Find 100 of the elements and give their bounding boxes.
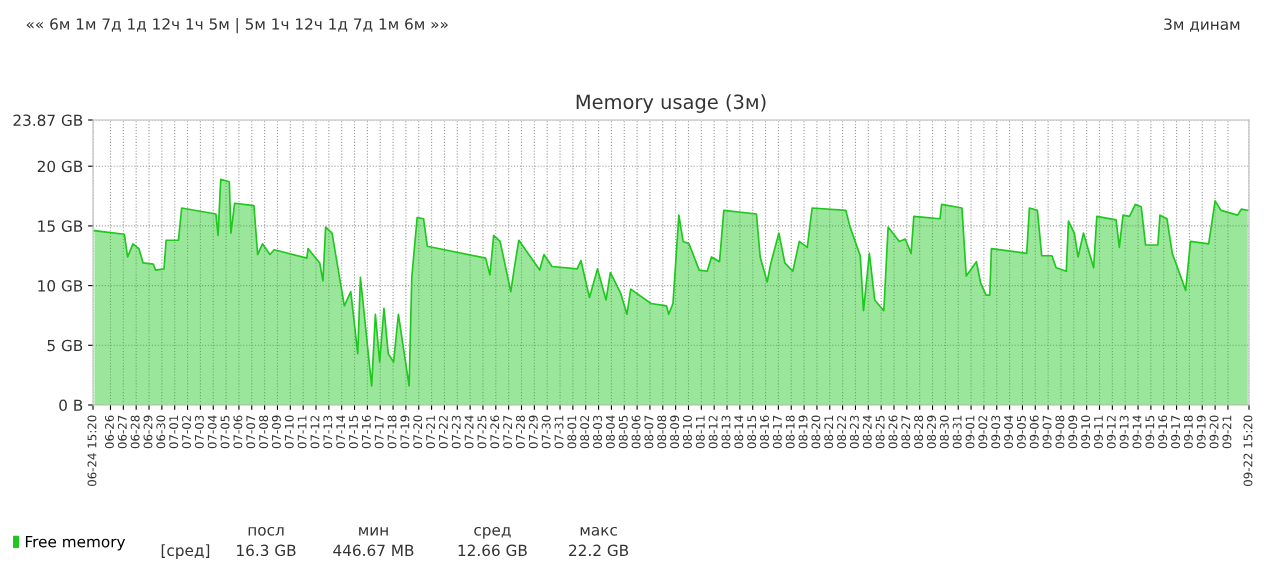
x-tick-label: 07-12 [310,415,320,449]
x-tick-label: 08-25 [875,415,885,449]
x-tick-label: 08-07 [644,415,654,449]
x-tick-label: 09-15 [1145,415,1155,449]
x-tick-label: 09-17 [1171,415,1180,449]
x-tick-label: 07-20 [413,415,423,449]
x-tick-label: 09-22 15:20 [1243,415,1253,487]
x-tick-label: 08-22 [837,415,847,449]
x-tick-label: 09-18 [1183,415,1193,449]
x-tick-label: 09-07 [1042,415,1052,449]
chart-title: Memory usage (3м) [576,94,766,113]
x-tick-label: 08-15 [747,415,757,449]
x-tick-label: 08-14 [734,415,744,449]
x-tick-label: 09-16 [1158,415,1168,449]
text: макс [580,526,617,536]
text: 16.3 GB [237,544,296,557]
x-tick-label: 07-16 [361,415,371,449]
x-tick-label: 08-16 [760,415,769,449]
x-tick-label: 07-30 [541,415,551,449]
x-tick-label: 08-17 [772,415,782,449]
x-tick-label: 07-01 [169,415,179,449]
x-tick-label: 07-11 [297,415,307,449]
x-tick-label: 06-29 [143,415,153,449]
x-tick-label: 08-13 [721,415,731,449]
x-tick-label: 09-04 [1004,415,1014,449]
x-tick-label: 09-01 [965,415,975,449]
x-tick-label: 07-18 [387,415,397,449]
x-tick-label: 06-30 [156,415,166,449]
x-tick-label: 08-12 [708,415,718,449]
y-tick-label: 20 GB [37,160,83,173]
x-tick-label: 08-19 [798,415,808,449]
x-tick-label: 09-03 [991,415,1001,449]
x-tick-label: 07-03 [194,415,204,449]
text: 3м динам [1164,18,1240,32]
x-tick-label: 07-19 [400,415,410,449]
x-tick-label: 09-14 [1132,415,1142,449]
x-tick-label: 08-01 [567,415,577,449]
x-tick-label: 07-07 [246,415,256,449]
x-tick-label: 07-25 [477,415,487,449]
x-tick-label: 07-05 [220,415,230,449]
x-tick-label: 08-11 [695,415,705,449]
x-tick-label: 08-30 [939,415,949,449]
x-tick-label: 07-24 [464,415,474,449]
text: [сред] [161,544,210,560]
y-tick-label: 23.87 GB [13,114,83,127]
x-tick-label: 08-03 [593,415,602,449]
x-tick-label: 06-26 [104,415,114,449]
x-tick-label: 08-24 [862,415,872,449]
x-tick-label: 08-02 [580,415,590,449]
x-tick-label: 09-10 [1081,415,1091,449]
x-tick-label: 07-09 [271,415,281,449]
x-tick-label: 07-27 [503,415,513,449]
x-tick-label: 09-02 [978,415,988,449]
x-tick-label: 09-13 [1119,415,1129,449]
text: мин [359,527,388,536]
x-tick-label: 09-21 [1222,415,1232,449]
x-tick-label: 09-09 [1068,415,1078,449]
x-tick-label: 08-23 [849,415,859,449]
x-tick-label: 08-09 [670,415,680,449]
x-tick-label: 07-04 [207,415,217,449]
x-tick-label: 06-28 [130,415,140,449]
x-tick-label: 09-06 [1029,415,1039,449]
x-tick-label: 07-28 [516,415,525,449]
x-tick-label: 09-08 [1055,415,1065,449]
x-tick-label: 08-21 [824,415,834,449]
x-tick-label: 07-23 [451,415,461,449]
text: 446.67 MB [333,544,414,557]
text: сред [474,526,511,539]
x-tick-label: 07-29 [528,415,538,449]
y-tick-label: 10 GB [38,280,83,292]
x-tick-label: 09-05 [1016,415,1026,449]
x-tick-label: 08-28 [914,415,924,449]
y-tick-label: 0 B [59,399,83,412]
text: посл [248,526,284,536]
x-tick-label: 07-31 [554,415,564,449]
x-tick-label: 09-19 [1196,415,1206,449]
x-tick-label: 06-24 15:20 [87,415,97,487]
x-tick-label: 08-06 [631,415,641,449]
x-tick-label: 07-17 [374,415,384,449]
x-tick-label: 07-06 [233,415,243,449]
x-tick-label: 08-20 [811,415,821,449]
text: 12.66 GB [458,544,527,557]
x-tick-label: 09-11 [1094,415,1103,449]
x-tick-label: 07-15 [349,415,358,449]
text: 22.2 GB [569,544,629,557]
x-tick-label: 08-29 [927,415,936,449]
x-tick-label: 08-04 [605,415,615,449]
x-tick-label: 07-14 [336,415,346,449]
x-tick-label: 07-13 [323,415,333,449]
x-tick-label: 08-08 [657,415,667,449]
y-tick-label: 5 GB [47,339,83,352]
y-tick-label: 15 GB [38,220,83,232]
x-tick-label: 08-26 [888,415,898,449]
x-tick-label: 07-02 [182,415,191,449]
legend-label: Free memory [25,536,126,551]
x-tick-label: 07-10 [284,415,294,449]
x-tick-label: 08-31 [952,415,962,449]
text: «« 6м 1м 7д 1д 12ч 1ч 5м | 5м 1ч 12ч 1д 7д 1м 6м »» [26,17,448,34]
x-tick-label: 08-18 [785,415,795,449]
x-tick-label: 07-26 [490,415,500,449]
